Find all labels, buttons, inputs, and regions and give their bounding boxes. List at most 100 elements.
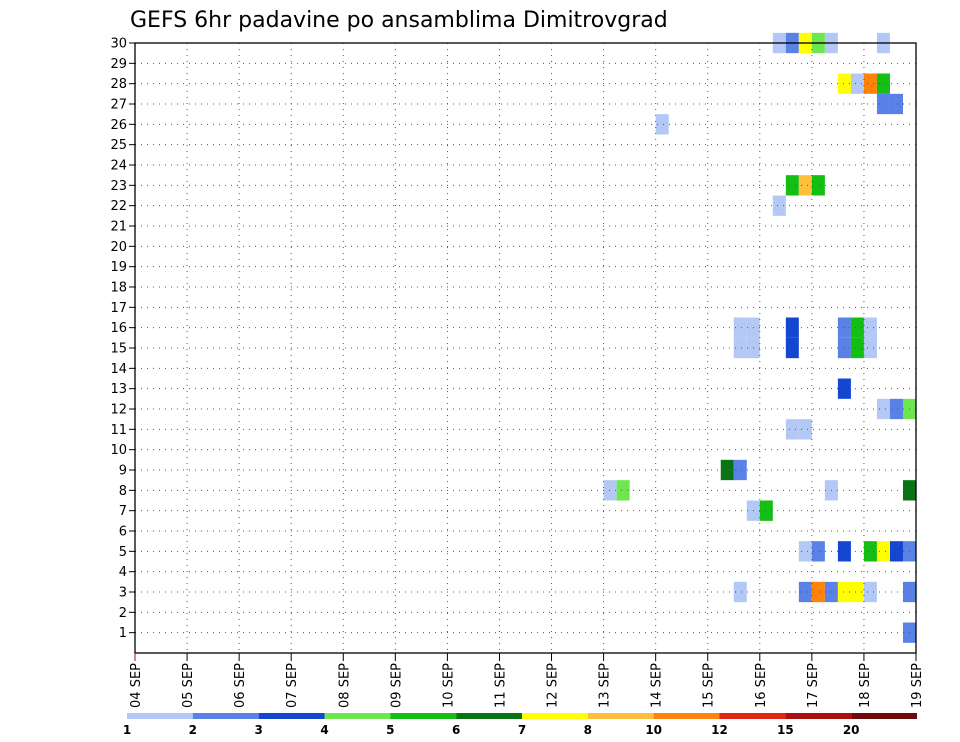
x-tick-label: 16 SEP [754, 663, 769, 708]
precip-cell [889, 398, 903, 420]
x-tick-label: 14 SEP [650, 663, 665, 708]
precip-cell [811, 175, 825, 196]
precip-cell [837, 317, 851, 338]
precip-cell [785, 175, 799, 196]
x-tick-label: 08 SEP [337, 663, 352, 708]
colorbar-label: 20 [843, 723, 860, 737]
y-tick-label: 3 [119, 586, 127, 601]
y-tick-label: 22 [110, 199, 127, 214]
precip-cell [850, 73, 864, 94]
y-tick-label: 20 [110, 240, 127, 255]
precip-cell [772, 195, 786, 216]
colorbar-legend: 1 2 3 4 5 6 7 8 10 12 15 20 [123, 713, 917, 737]
precip-cell [863, 541, 877, 562]
y-tick-label: 4 [119, 565, 127, 580]
x-tick-label: 15 SEP [702, 663, 717, 708]
precip-cell [785, 419, 799, 440]
y-tick-label: 19 [110, 260, 127, 275]
colorbar-label: 10 [645, 723, 662, 737]
y-tick-label: 12 [110, 403, 127, 418]
precip-cell [733, 581, 747, 603]
colorbar-label: 12 [711, 723, 728, 737]
y-tick-label: 21 [110, 220, 127, 235]
precip-cell [733, 459, 747, 481]
precip-cell [850, 581, 864, 603]
precip-cell [863, 581, 877, 603]
x-tick-label: 18 SEP [858, 663, 873, 708]
y-tick-label: 16 [110, 321, 127, 336]
precip-cell [876, 73, 890, 94]
y-tick-label: 15 [110, 342, 127, 357]
precip-cell [837, 378, 851, 399]
x-tick-label: 17 SEP [806, 663, 821, 708]
precip-cell [798, 419, 812, 440]
x-tick-label: 12 SEP [546, 663, 561, 708]
y-tick-label: 27 [110, 98, 127, 113]
precip-cell [720, 459, 734, 481]
precip-cell [759, 500, 773, 521]
precip-cell [798, 581, 812, 603]
y-tick-label: 5 [119, 545, 127, 560]
x-tick-label: 11 SEP [493, 663, 508, 708]
colorbar-label: 4 [320, 723, 328, 737]
grid-lines [135, 43, 916, 653]
y-tick-label: 30 [110, 37, 127, 52]
y-tick-label: 29 [110, 57, 127, 72]
y-tick-label: 2 [119, 606, 127, 621]
y-tick-label: 25 [110, 138, 127, 153]
y-tick-label: 9 [119, 464, 127, 479]
precip-cell [837, 581, 851, 603]
colorbar-label: 1 [123, 723, 131, 737]
precip-cell [655, 114, 669, 135]
colorbar-swatch [719, 713, 786, 719]
colorbar-label: 8 [584, 723, 592, 737]
y-tick-label: 18 [110, 281, 127, 296]
y-tick-label: 26 [110, 118, 127, 133]
colorbar-swatch [587, 713, 654, 719]
precip-cell [850, 337, 864, 359]
precip-cell [889, 93, 903, 115]
precip-cell [876, 541, 890, 562]
precip-cell [733, 337, 747, 359]
precip-cell [889, 541, 903, 562]
precip-cell [798, 175, 812, 196]
precip-cell [798, 541, 812, 562]
precip-cell [863, 317, 877, 338]
x-tick-label: 13 SEP [598, 663, 613, 708]
colorbar-swatch [324, 713, 391, 719]
x-tick-label: 04 SEP [129, 663, 144, 708]
colorbar-swatch [192, 713, 259, 719]
x-tick-label: 19 SEP [910, 663, 925, 708]
colorbar-swatch [785, 713, 852, 719]
y-axis: 1234567891011121314151617181920212223242… [110, 37, 135, 641]
x-tick-label: 06 SEP [233, 663, 248, 708]
x-axis: 04 SEP 05 SEP 06 SEP 07 SEP 08 SEP 09 SEP 10 S… [129, 653, 925, 708]
precip-cell [785, 337, 799, 359]
colorbar-swatch [456, 713, 522, 719]
y-tick-label: 13 [110, 382, 127, 397]
y-tick-label: 10 [110, 443, 127, 458]
precip-cell [876, 398, 890, 420]
y-tick-label: 11 [110, 423, 127, 438]
precip-cell [863, 337, 877, 359]
y-tick-label: 17 [110, 301, 127, 316]
colorbar-swatch [851, 713, 917, 719]
colorbar-label: 2 [189, 723, 197, 737]
precip-cell [837, 73, 851, 94]
y-tick-label: 14 [110, 362, 127, 377]
colorbar-label: 7 [518, 723, 526, 737]
x-tick-label: 09 SEP [389, 663, 404, 708]
precip-cell [603, 480, 617, 501]
precip-cell [850, 317, 864, 338]
precip-cell [837, 337, 851, 359]
colorbar-label: 6 [452, 723, 460, 737]
colorbar-swatch [522, 713, 588, 719]
colorbar-label: 15 [777, 723, 794, 737]
y-tick-label: 8 [119, 484, 127, 499]
colorbar-swatch [127, 713, 193, 719]
y-tick-label: 6 [119, 525, 127, 540]
x-tick-label: 05 SEP [181, 663, 196, 708]
precip-cell [733, 317, 747, 338]
x-tick-label: 07 SEP [285, 663, 300, 708]
colorbar-label: 3 [254, 723, 262, 737]
